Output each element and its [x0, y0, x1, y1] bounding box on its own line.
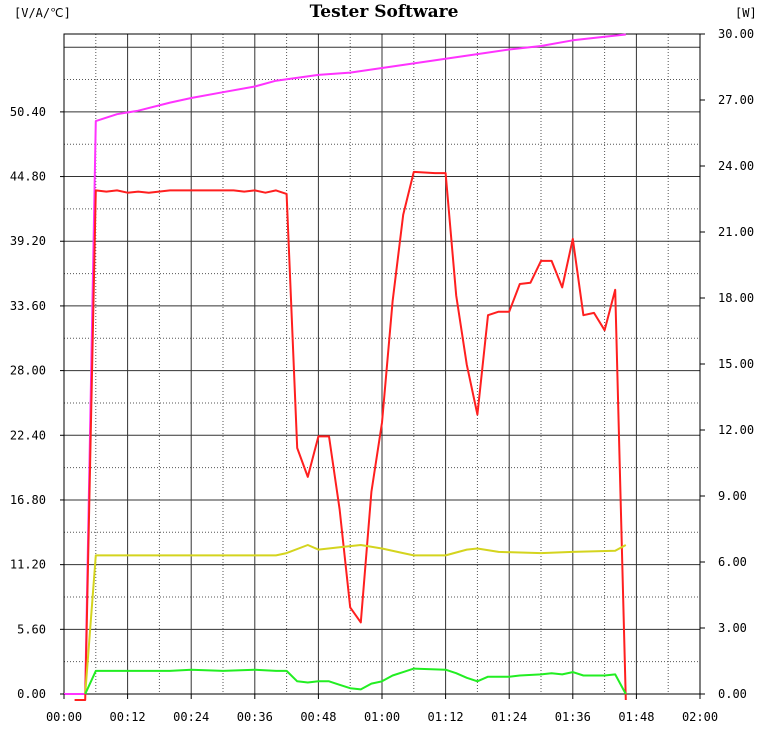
x-tick-label: 02:00: [682, 710, 718, 724]
left-y-tick-label: 50.40: [10, 105, 46, 119]
series-line-2: [74, 170, 627, 701]
left-y-tick-label: 0.00: [17, 687, 46, 701]
right-y-tick-label: 15.00: [718, 357, 754, 371]
right-y-tick-label: 21.00: [718, 225, 754, 239]
left-y-axis-ticks: 0.00 5.60 11.20 16.80 22.40 28.00 33.60 39.20 44…: [10, 105, 64, 701]
right-axis-unit-label: [W]: [735, 6, 757, 20]
x-axis-ticks: 00:00 00:12 00:24 00:36 00:48 01:00 01:12 01:24…: [46, 694, 718, 724]
right-y-tick-label: 27.00: [718, 93, 754, 107]
x-tick-label: 00:12: [110, 710, 146, 724]
right-y-tick-label: 12.00: [718, 423, 754, 437]
left-y-tick-label: 16.80: [10, 493, 46, 507]
series-line-4: [84, 667, 627, 695]
chart-title: Tester Software: [310, 2, 459, 22]
left-y-tick-label: 28.00: [10, 364, 46, 378]
x-tick-label: 01:24: [491, 710, 527, 724]
right-y-tick-label: 6.00: [718, 555, 747, 569]
x-tick-label: 01:36: [555, 710, 591, 724]
x-tick-label: 00:24: [173, 710, 209, 724]
x-tick-label: 00:48: [300, 710, 336, 724]
x-tick-label: 01:12: [428, 710, 464, 724]
major-grid: [63, 34, 701, 695]
series-layer: [64, 33, 627, 701]
left-y-tick-label: 5.60: [17, 622, 46, 636]
right-y-tick-label: 18.00: [718, 291, 754, 305]
right-y-tick-label: 24.00: [718, 159, 754, 173]
left-axis-unit-label: [V/A/℃]: [14, 6, 71, 20]
right-y-tick-label: 30.00: [718, 27, 754, 41]
left-y-tick-label: 11.20: [10, 558, 46, 572]
right-y-tick-label: 9.00: [718, 489, 747, 503]
left-y-tick-label: 33.60: [10, 299, 46, 313]
x-tick-label: 00:00: [46, 710, 82, 724]
right-y-tick-label: 0.00: [718, 687, 747, 701]
left-y-tick-label: 44.80: [10, 170, 46, 184]
right-y-tick-label: 3.00: [718, 621, 747, 635]
right-y-axis-ticks: 0.00 3.00 6.00 9.00 12.00 15.00 18.00 21.00 24.0…: [700, 27, 754, 701]
left-y-tick-label: 22.40: [10, 428, 46, 442]
left-y-tick-label: 39.20: [10, 234, 46, 248]
series-line-1: [64, 33, 626, 695]
x-tick-label: 01:48: [618, 710, 654, 724]
x-tick-label: 01:00: [364, 710, 400, 724]
x-tick-label: 00:36: [237, 710, 273, 724]
series-line-3: [84, 544, 627, 695]
